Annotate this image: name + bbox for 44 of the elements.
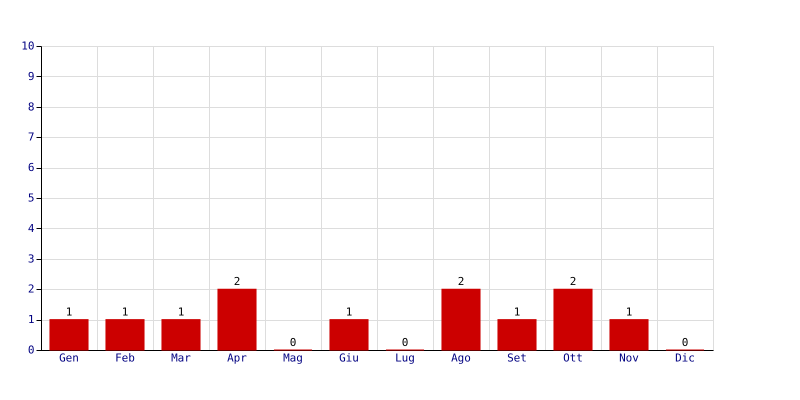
data-label: 1 (66, 306, 72, 319)
x-tick-label: Set (507, 352, 527, 364)
y-tick-label: 5 (28, 192, 34, 204)
data-label: 0 (682, 336, 688, 349)
x-tick-label: Ott (563, 352, 583, 364)
bar (329, 319, 369, 350)
y-tick-label: 3 (28, 252, 34, 266)
y-tick-label: 2 (28, 282, 34, 296)
data-label: 0 (402, 336, 408, 349)
bar (609, 319, 649, 350)
x-tick-label: Lug (395, 352, 415, 364)
bar (553, 288, 593, 350)
data-label: 2 (570, 275, 576, 288)
x-tick-label: Dic (675, 352, 695, 364)
x-tick-label: Gen (59, 352, 79, 364)
y-tick-label: 10 (21, 40, 34, 52)
x-tick-label: Mar (171, 352, 192, 364)
bar (49, 319, 89, 350)
bar (217, 288, 257, 350)
x-tick-label: Feb (115, 352, 135, 364)
bar (497, 319, 537, 350)
y-tick-label: 4 (28, 222, 35, 235)
x-tick-label: Giu (339, 352, 359, 364)
y-tick-label: 7 (28, 130, 34, 144)
x-tick-label: Nov (619, 352, 640, 364)
y-tick-label: 9 (28, 70, 34, 83)
y-tick-label: 1 (28, 313, 34, 326)
x-tick-label: Apr (227, 352, 248, 364)
y-tick-label: 8 (28, 100, 34, 114)
x-tick-label: Ago (451, 352, 471, 364)
data-label: 1 (122, 306, 128, 319)
data-label: 1 (346, 306, 352, 319)
y-tick-label: 0 (28, 344, 34, 356)
bar (105, 319, 145, 350)
data-label: 1 (178, 306, 184, 319)
x-tick-label: Mag (283, 352, 303, 364)
data-label: 0 (290, 336, 296, 349)
data-label: 1 (514, 306, 520, 319)
bar (161, 319, 201, 350)
data-label: 2 (458, 275, 464, 288)
bar (441, 288, 481, 350)
data-label: 2 (234, 275, 240, 288)
data-label: 1 (626, 306, 632, 319)
y-tick-label: 6 (28, 161, 34, 174)
